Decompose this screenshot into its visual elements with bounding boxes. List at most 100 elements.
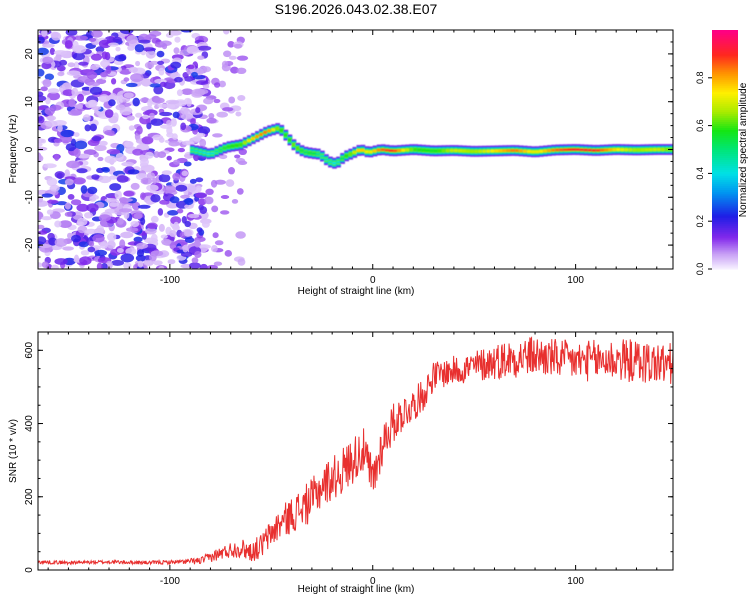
- noise-cell: [158, 265, 165, 269]
- y-tick-label: 600: [24, 342, 35, 359]
- colorbar: 0.0 0.2 0.4 0.6 0.8 Normalized spectral ampl…: [695, 30, 749, 275]
- noise-cell: [218, 154, 228, 160]
- noise-cell: [87, 186, 98, 195]
- colorbar-step: [712, 121, 738, 125]
- colorbar-step: [712, 251, 738, 254]
- noise-cell: [45, 120, 58, 127]
- colorbar-step: [712, 223, 738, 226]
- ridge-core: [405, 148, 410, 152]
- ridge-core: [352, 151, 358, 154]
- noise-cell: [67, 232, 73, 239]
- noise-cell: [96, 167, 105, 173]
- noise-cell: [46, 115, 57, 121]
- noise-cell: [212, 133, 223, 138]
- noise-cell: [216, 111, 228, 118]
- noise-cell: [124, 141, 134, 148]
- noise-cell: [235, 157, 246, 164]
- noise-cell: [43, 163, 57, 169]
- noise-cell: [49, 47, 56, 56]
- colorbar-step: [712, 205, 738, 208]
- noise-cell: [187, 185, 197, 192]
- y-tick-label: 0: [24, 146, 35, 152]
- noise-cell: [130, 182, 140, 190]
- noise-cell: [50, 264, 59, 269]
- noise-cell: [80, 250, 90, 256]
- noise-cell: [207, 264, 218, 269]
- colorbar-step: [712, 83, 738, 87]
- noise-cell: [77, 76, 91, 83]
- noise-cell: [64, 211, 73, 217]
- ridge-core: [307, 151, 313, 155]
- noise-cell: [158, 173, 171, 183]
- noise-cell: [98, 39, 112, 49]
- noise-cell: [42, 56, 54, 64]
- noise-cell: [144, 61, 155, 69]
- ridge-core: [445, 149, 451, 152]
- ridge-core: [466, 149, 471, 153]
- y-tick-label: 400: [24, 415, 35, 432]
- noise-cell: [76, 217, 88, 226]
- colorbar-step: [712, 93, 738, 97]
- noise-cell: [172, 133, 178, 140]
- noise-cell: [191, 257, 199, 264]
- noise-cell: [138, 39, 151, 44]
- colorbar-step: [712, 43, 738, 47]
- noise-cell: [177, 147, 185, 153]
- noise-cell: [123, 77, 130, 82]
- noise-cell: [127, 45, 135, 51]
- noise-cell: [210, 179, 218, 188]
- noise-cell: [123, 92, 134, 99]
- noise-cell: [87, 246, 96, 253]
- noise-cell: [158, 67, 165, 76]
- ridge-core: [506, 149, 512, 152]
- ridge-core: [283, 133, 289, 137]
- noise-cell: [199, 138, 207, 148]
- noise-cell: [157, 103, 169, 108]
- ridge-core: [514, 149, 520, 152]
- noise-cell: [120, 231, 134, 239]
- colorbar-step: [712, 33, 738, 37]
- colorbar-step: [712, 35, 738, 39]
- noise-cell: [88, 240, 95, 247]
- colorbar-step: [712, 145, 738, 149]
- noise-cell: [227, 41, 235, 48]
- ridge-core: [198, 150, 203, 154]
- noise-cell: [142, 47, 156, 52]
- noise-cell: [170, 216, 182, 225]
- noise-cell: [144, 227, 157, 235]
- noise-cell: [86, 71, 98, 80]
- noise-cell: [173, 221, 179, 230]
- noise-cell: [180, 113, 193, 120]
- noise-cell: [194, 239, 201, 248]
- noise-cell: [126, 227, 139, 233]
- noise-cell: [57, 71, 65, 77]
- ridge-core: [591, 149, 597, 152]
- noise-cell: [54, 153, 60, 161]
- noise-cell: [72, 52, 86, 61]
- ridge-core: [255, 135, 260, 138]
- colorbar-step: [712, 135, 738, 139]
- noise-cell: [49, 184, 60, 192]
- noise-cell: [233, 43, 243, 49]
- noise-cell: [125, 82, 138, 88]
- noise-cell: [106, 208, 115, 214]
- colorbar-step: [712, 215, 738, 218]
- colorbar-step: [712, 143, 738, 147]
- ridge-core: [652, 148, 658, 151]
- y-tick-label: -10: [24, 190, 35, 205]
- noise-cell: [190, 118, 196, 125]
- colorbar-step: [712, 47, 738, 51]
- colorbar-step: [712, 181, 738, 184]
- ridge-core: [482, 149, 487, 153]
- ridge-core: [457, 149, 463, 153]
- noise-cell: [107, 232, 117, 242]
- colorbar-step: [712, 169, 738, 172]
- noise-cell: [92, 234, 105, 243]
- colorbar-step: [712, 101, 738, 105]
- noise-cell: [90, 53, 103, 61]
- noise-cell: [84, 124, 91, 132]
- noise-cell: [38, 224, 45, 230]
- noise-cell: [191, 71, 198, 78]
- colorbar-step: [712, 59, 738, 63]
